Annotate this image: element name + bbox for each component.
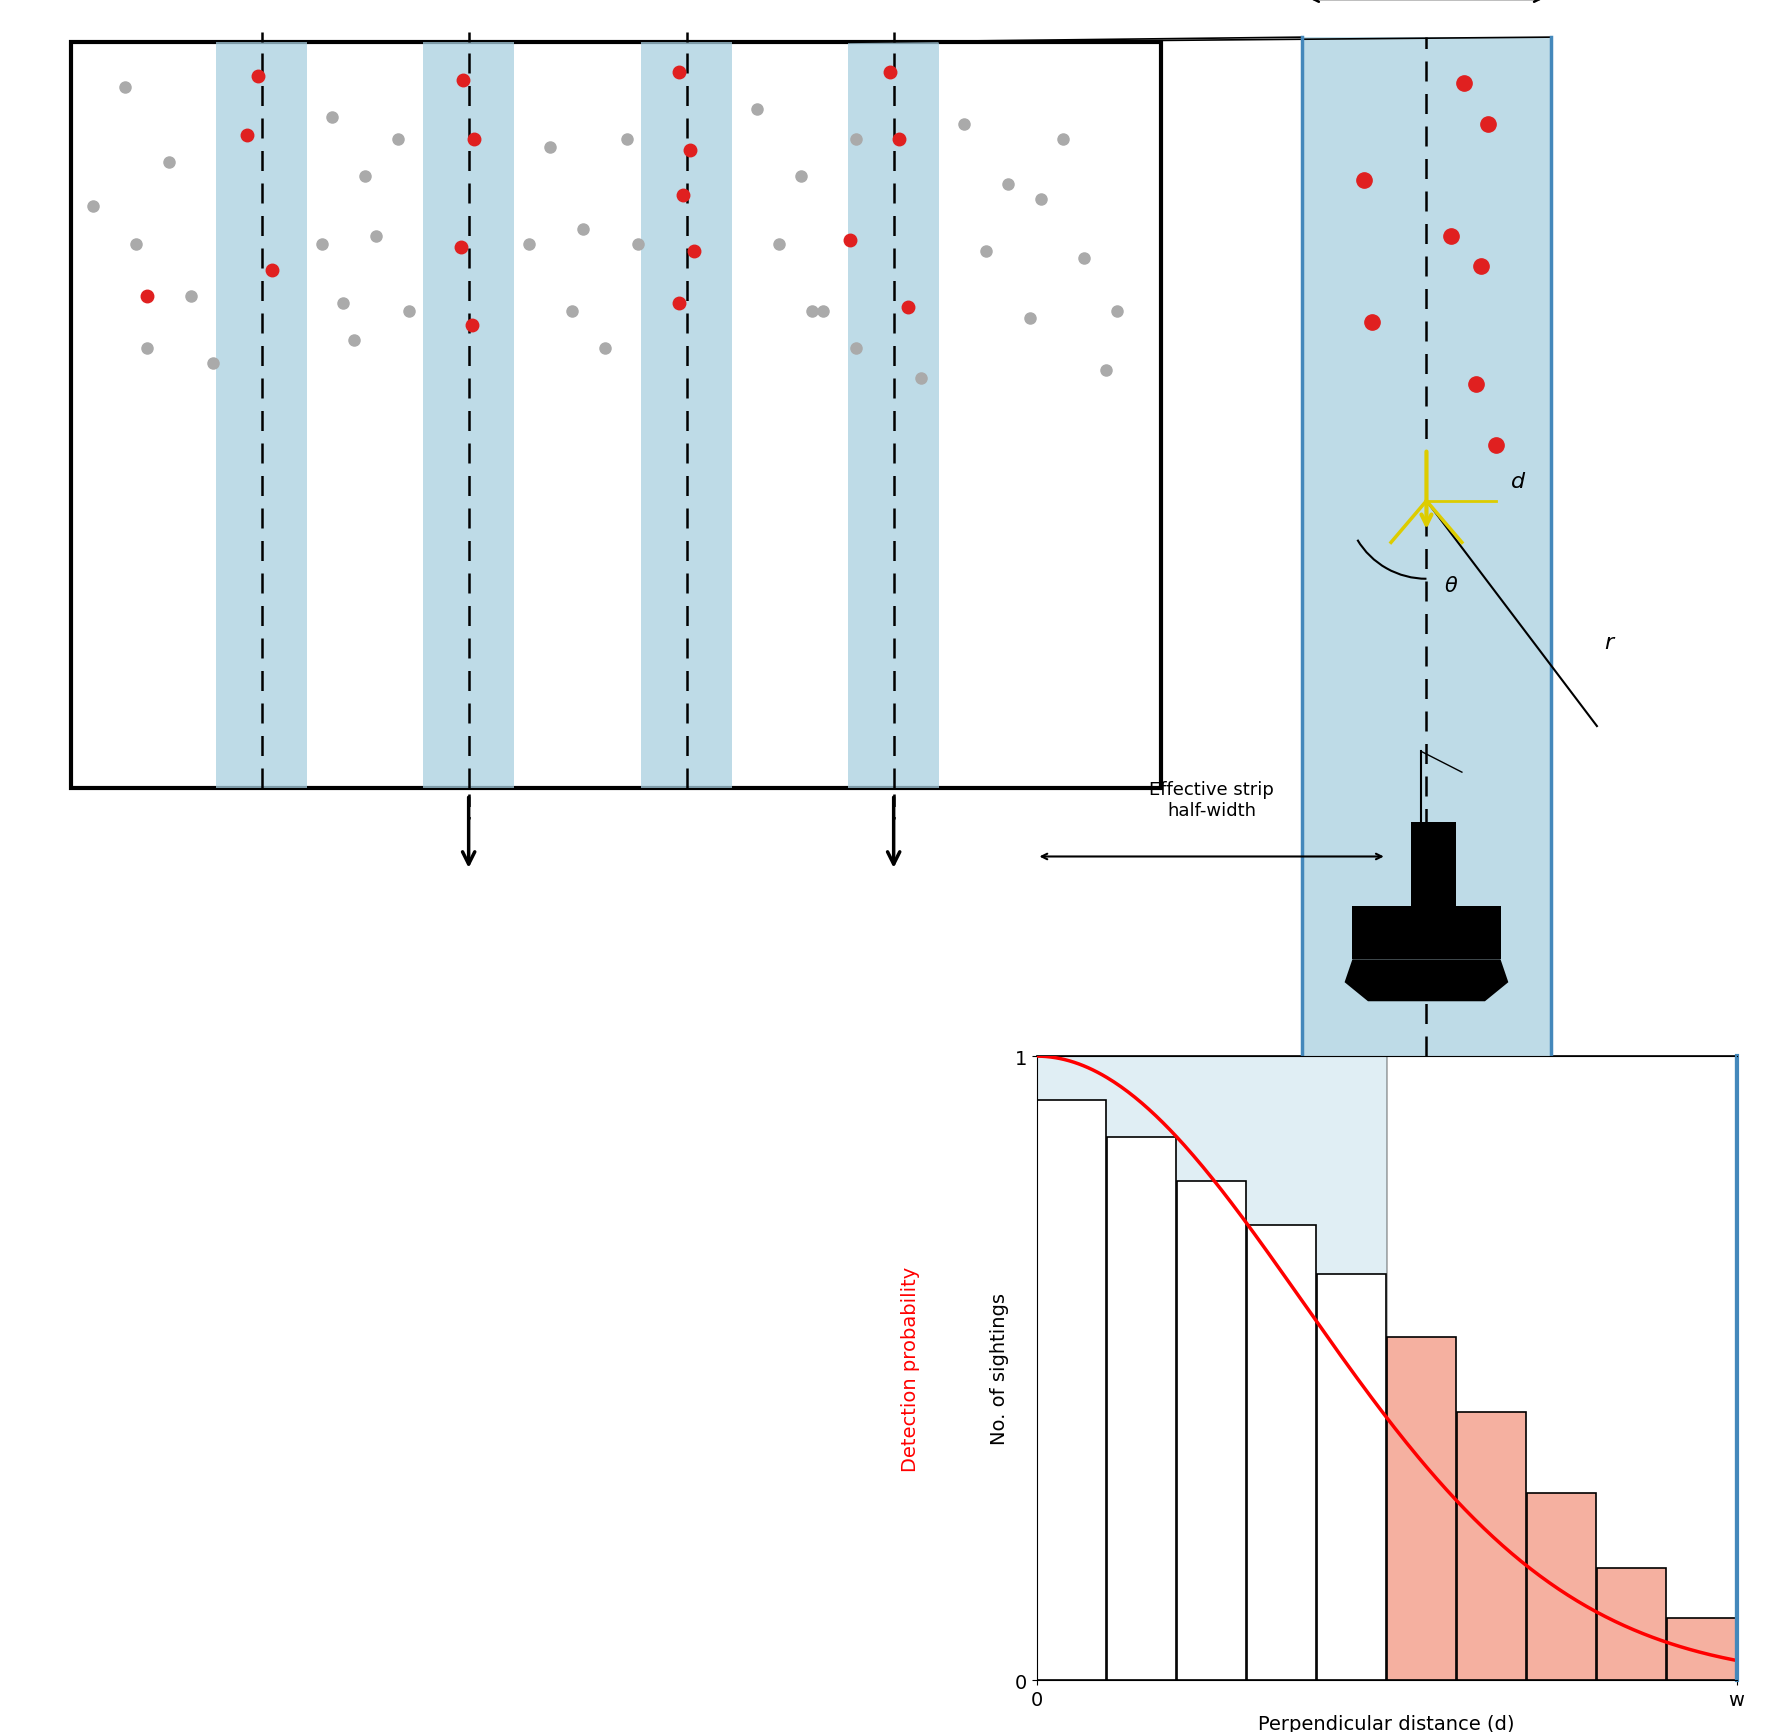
Polygon shape [1345, 960, 1508, 1001]
Text: $\theta$: $\theta$ [1444, 575, 1458, 596]
Bar [1317, 1275, 1386, 1680]
Bar [847, 43, 939, 788]
Bar [216, 43, 307, 788]
Text: Effective strip
half-width: Effective strip half-width [1150, 781, 1274, 819]
Text: Detection probability: Detection probability [902, 1266, 920, 1470]
Y-axis label: No. of sightings: No. of sightings [991, 1292, 1008, 1444]
Bar [1177, 1181, 1246, 1680]
Bar [1246, 1225, 1317, 1680]
Bar [424, 43, 514, 788]
Bar [641, 43, 732, 788]
X-axis label: Perpendicular distance (d): Perpendicular distance (d) [1258, 1715, 1515, 1732]
Bar [1037, 1057, 1386, 1680]
Bar [1302, 38, 1550, 1057]
Bar [1526, 1493, 1597, 1680]
Bar [1457, 1412, 1526, 1680]
Bar [1386, 1337, 1457, 1680]
Polygon shape [1352, 864, 1501, 960]
Bar [1666, 1618, 1737, 1680]
Polygon shape [1411, 823, 1455, 864]
Bar [1597, 1567, 1666, 1680]
Text: $d$: $d$ [1510, 471, 1526, 492]
Bar [1037, 1100, 1106, 1680]
Bar [71, 43, 1161, 788]
Text: $r$: $r$ [1604, 632, 1616, 653]
Bar [1106, 1138, 1177, 1680]
